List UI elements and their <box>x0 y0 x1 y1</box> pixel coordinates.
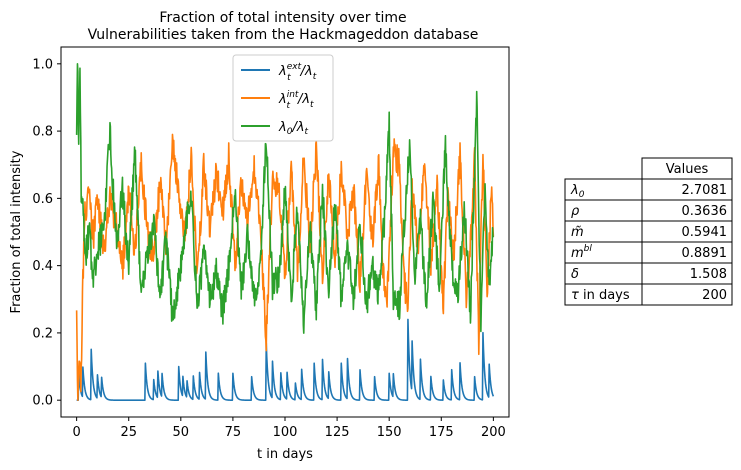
table-row: τ in days 200 <box>564 283 733 306</box>
legend: λext t/λt λint t/λt λ0/λt <box>232 54 334 142</box>
series-line-int <box>75 133 495 401</box>
legend-label-int: λint t/λt <box>278 90 314 111</box>
y-tick-label: 0.4 <box>32 259 53 274</box>
x-tick-label: 50 <box>173 425 190 440</box>
y-tick-label: 0.8 <box>32 125 53 140</box>
table-param-text: λ0 <box>570 183 585 200</box>
table-value-text: 0.8891 <box>682 246 728 261</box>
legend-label-ext: λext t/λt <box>278 62 317 83</box>
table-value-text: 0.3636 <box>682 204 728 219</box>
y-tick-label: 1.0 <box>32 57 53 72</box>
x-tick-label: 125 <box>325 425 350 440</box>
x-tick-label: 175 <box>429 425 454 440</box>
table-row: mbl 0.8891 <box>564 241 733 264</box>
series-line-base <box>75 63 495 334</box>
legend-box <box>232 54 334 142</box>
y-axis: 0.0 0.2 0.4 0.6 0.8 1.0 <box>32 57 61 409</box>
table-param-text: mbl <box>571 244 592 261</box>
series-line-ext <box>76 318 495 401</box>
y-axis-label: Fraction of total intensity <box>9 150 24 313</box>
parameter-table: Values λ0 2.7081 ρ 0.3636 m̃ 0.5941 <box>564 157 733 306</box>
y-tick-label: 0.6 <box>32 192 53 207</box>
x-axis-label: t in days <box>257 447 313 462</box>
table-value-text: 200 <box>702 288 727 303</box>
table-value-text: 0.5941 <box>682 225 728 240</box>
table-value-text: 2.7081 <box>682 183 728 198</box>
table-param-text: ρ <box>571 204 580 219</box>
y-tick-label: 0.0 <box>32 394 53 409</box>
table-param-text: τ in days <box>571 288 630 303</box>
x-tick-label: 150 <box>377 425 402 440</box>
x-axis: 0 25 50 75 100 125 150 175 200 <box>72 417 506 440</box>
y-tick-label: 0.2 <box>32 326 53 341</box>
x-tick-label: 200 <box>481 425 506 440</box>
x-tick-label: 75 <box>225 425 242 440</box>
legend-entry-ext: λext t/λt <box>241 62 317 83</box>
table-value-cell <box>641 283 733 306</box>
table-header-text: Values <box>666 162 709 177</box>
x-tick-label: 100 <box>273 425 298 440</box>
table-row: m̃ 0.5941 <box>564 220 733 243</box>
x-tick-label: 0 <box>72 425 80 440</box>
chart-subtitle: Vulnerabilities taken from the Hackmaged… <box>88 27 479 43</box>
chart-title: Fraction of total intensity over time <box>159 10 406 26</box>
legend-entry-int: λint t/λt <box>241 90 314 111</box>
table-param-text: m̃ <box>571 225 584 240</box>
legend-entry-base: λ0/λt <box>241 120 309 137</box>
table-value-text: 1.508 <box>690 267 727 282</box>
table-row: δ 1.508 <box>564 262 733 285</box>
table-param-text: δ <box>571 267 579 282</box>
x-tick-label: 25 <box>120 425 137 440</box>
table-row: ρ 0.3636 <box>564 199 733 222</box>
table-row: λ0 2.7081 <box>564 178 733 201</box>
legend-label-base: λ0/λt <box>278 120 309 137</box>
plot-lines <box>75 63 495 401</box>
